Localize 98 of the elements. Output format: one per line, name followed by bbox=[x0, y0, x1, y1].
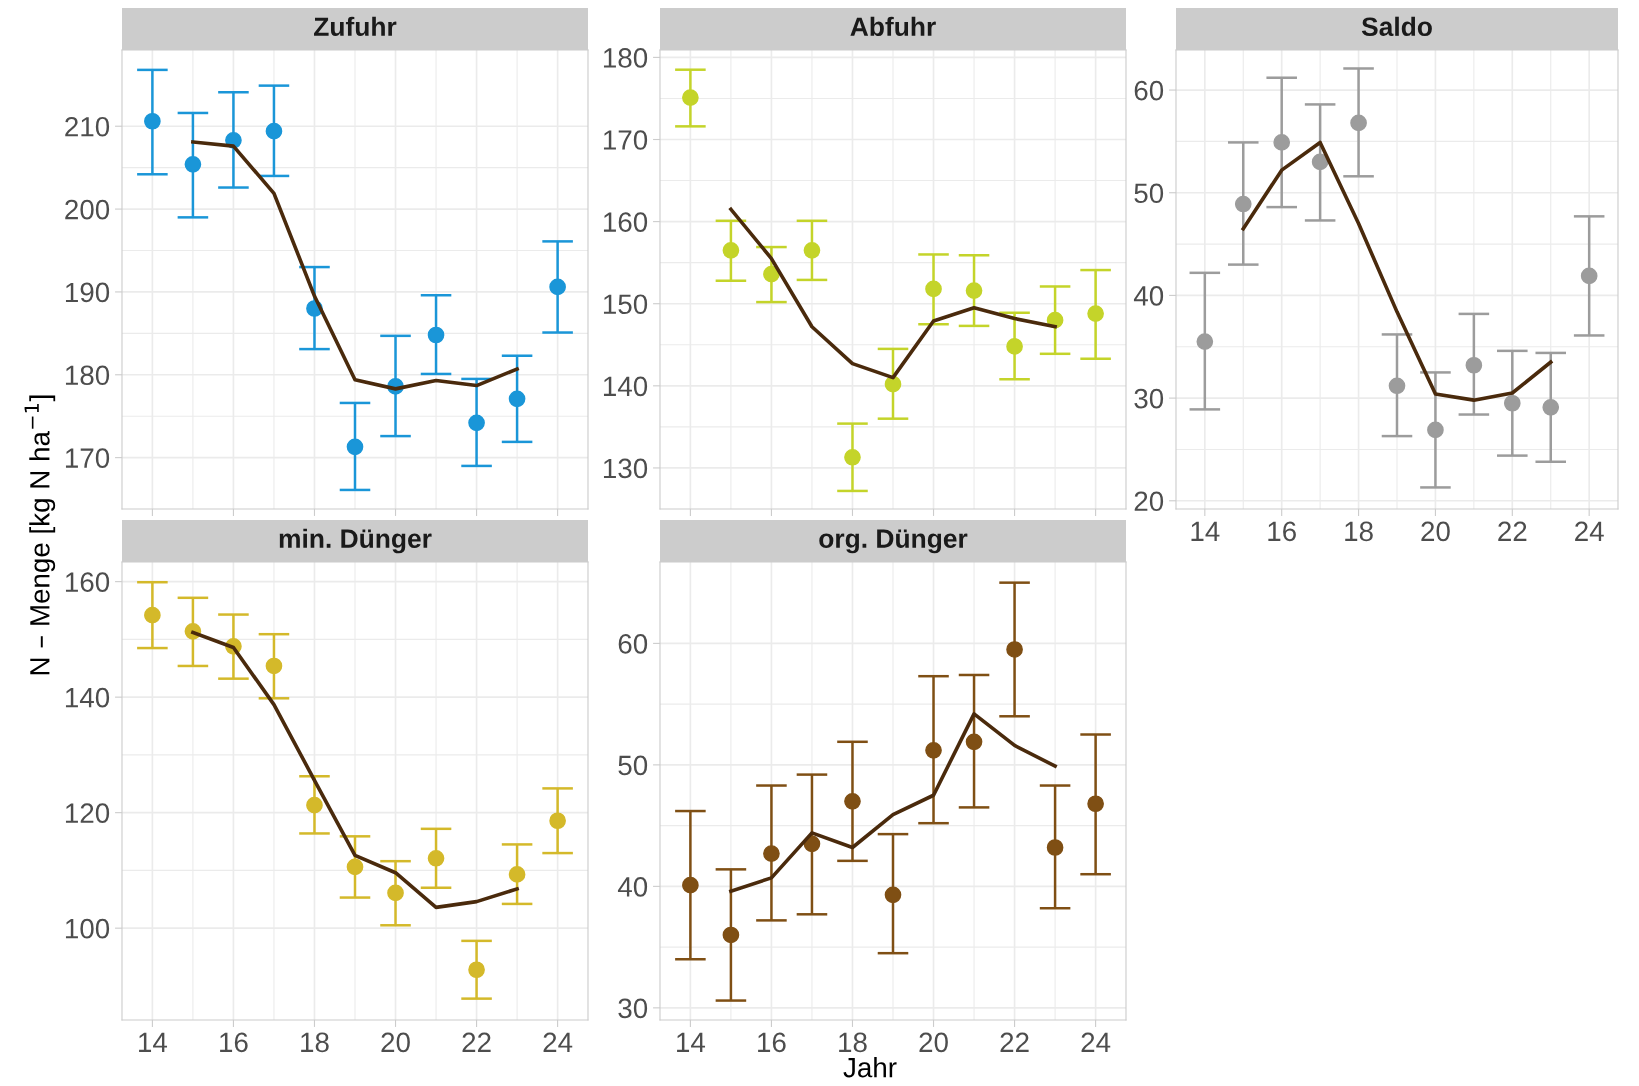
y-tick-label: 20 bbox=[1134, 491, 1164, 512]
point bbox=[1580, 267, 1598, 285]
y-tick-label: 60 bbox=[618, 634, 648, 654]
x-tick-label: 22 bbox=[1000, 1032, 1029, 1052]
point bbox=[184, 156, 202, 173]
point bbox=[387, 884, 404, 902]
x-tick-label: 18 bbox=[301, 1032, 329, 1053]
y-tick-label: 180 bbox=[603, 48, 648, 68]
x-tick-label: 24 bbox=[1081, 1032, 1111, 1052]
point bbox=[803, 242, 821, 259]
point bbox=[346, 438, 364, 456]
point bbox=[965, 282, 983, 299]
point bbox=[1427, 421, 1444, 439]
point bbox=[549, 278, 566, 296]
y-tick-label: 140 bbox=[65, 687, 110, 708]
point bbox=[925, 741, 942, 759]
y-tick-label: 160 bbox=[65, 572, 110, 592]
point bbox=[508, 390, 526, 408]
y-tick-label: 170 bbox=[65, 448, 110, 468]
point bbox=[1273, 134, 1291, 151]
x-tick-label: 20 bbox=[919, 1032, 948, 1053]
y-tick-label: 100 bbox=[65, 918, 110, 939]
x-tick-label: 22 bbox=[462, 1032, 491, 1052]
point bbox=[468, 414, 485, 432]
x-tick-label: 14 bbox=[1191, 521, 1220, 541]
x-tick-label: 24 bbox=[1575, 521, 1604, 541]
x-tick-label: 14 bbox=[139, 1032, 168, 1052]
point bbox=[427, 326, 445, 344]
x-tick-label: 18 bbox=[1345, 521, 1373, 542]
point bbox=[265, 657, 283, 675]
point bbox=[427, 849, 445, 867]
line-series bbox=[729, 712, 1057, 894]
point bbox=[722, 242, 740, 259]
y-tick-label: 40 bbox=[617, 877, 648, 897]
y-tick-label: 210 bbox=[65, 116, 110, 137]
point bbox=[144, 606, 161, 624]
y-tick-label: 150 bbox=[603, 294, 648, 315]
point bbox=[1006, 338, 1023, 355]
point bbox=[1046, 839, 1064, 856]
x-tick-label: 16 bbox=[758, 1032, 786, 1053]
x-tick-label: 16 bbox=[220, 1032, 248, 1053]
y-tick-label: 50 bbox=[1134, 183, 1164, 204]
point bbox=[1503, 394, 1521, 412]
y-tick-label: 130 bbox=[603, 458, 648, 479]
x-tick-label: 24 bbox=[543, 1032, 573, 1052]
y-tick-label: 140 bbox=[603, 376, 648, 397]
point bbox=[1006, 641, 1023, 658]
point bbox=[1350, 114, 1367, 132]
point bbox=[1087, 305, 1104, 322]
point bbox=[844, 792, 861, 810]
chart-title: min. Dünger bbox=[279, 528, 432, 554]
x-tick-label: 16 bbox=[1268, 521, 1296, 542]
point bbox=[682, 89, 699, 106]
point bbox=[265, 122, 283, 140]
point bbox=[763, 265, 780, 283]
chart-title: Abfuhr bbox=[850, 16, 936, 37]
point bbox=[965, 733, 983, 751]
point bbox=[549, 812, 566, 830]
x-tick-label: 20 bbox=[381, 1032, 410, 1053]
y-tick-label: 60 bbox=[1134, 80, 1164, 101]
y-tick-label: 30 bbox=[618, 998, 648, 1019]
point bbox=[722, 926, 740, 944]
point bbox=[763, 845, 780, 862]
x-axis-title: Jahr bbox=[843, 1057, 897, 1078]
x-tick-label: 18 bbox=[839, 1032, 867, 1053]
point bbox=[844, 448, 861, 466]
x-tick-label: 20 bbox=[1421, 521, 1450, 542]
point bbox=[1465, 356, 1483, 374]
y-tick-label: 200 bbox=[65, 199, 110, 220]
y-tick-label: 50 bbox=[618, 755, 648, 776]
point bbox=[1087, 795, 1104, 813]
y-tick-label: 170 bbox=[603, 130, 648, 150]
point bbox=[346, 858, 364, 876]
point bbox=[884, 886, 902, 904]
chart-title: Saldo bbox=[1361, 16, 1432, 37]
y-tick-label: 190 bbox=[65, 282, 110, 303]
chart-title: org. Dünger bbox=[819, 529, 968, 554]
y-tick-label: 120 bbox=[65, 803, 110, 823]
x-tick-label: 14 bbox=[677, 1032, 706, 1052]
point bbox=[508, 866, 526, 883]
x-tick-label: 22 bbox=[1498, 521, 1527, 541]
chart-title: Zufuhr bbox=[314, 16, 397, 37]
point bbox=[144, 112, 161, 130]
point bbox=[1388, 377, 1406, 395]
point bbox=[682, 876, 699, 894]
y-tick-label: 40 bbox=[1133, 286, 1164, 306]
line-series bbox=[1241, 140, 1553, 402]
point bbox=[1542, 399, 1560, 416]
y-tick-label: 180 bbox=[65, 365, 110, 386]
point bbox=[925, 280, 942, 298]
y-tick-label: 160 bbox=[603, 212, 648, 232]
y-tick-label: 30 bbox=[1134, 388, 1164, 409]
point bbox=[1196, 333, 1214, 350]
point bbox=[468, 961, 485, 979]
point bbox=[306, 796, 323, 814]
point bbox=[1234, 195, 1252, 213]
point bbox=[1311, 153, 1329, 171]
y-axis-title: N – Menge [kg N ha$^{−1}$] bbox=[24, 395, 56, 675]
